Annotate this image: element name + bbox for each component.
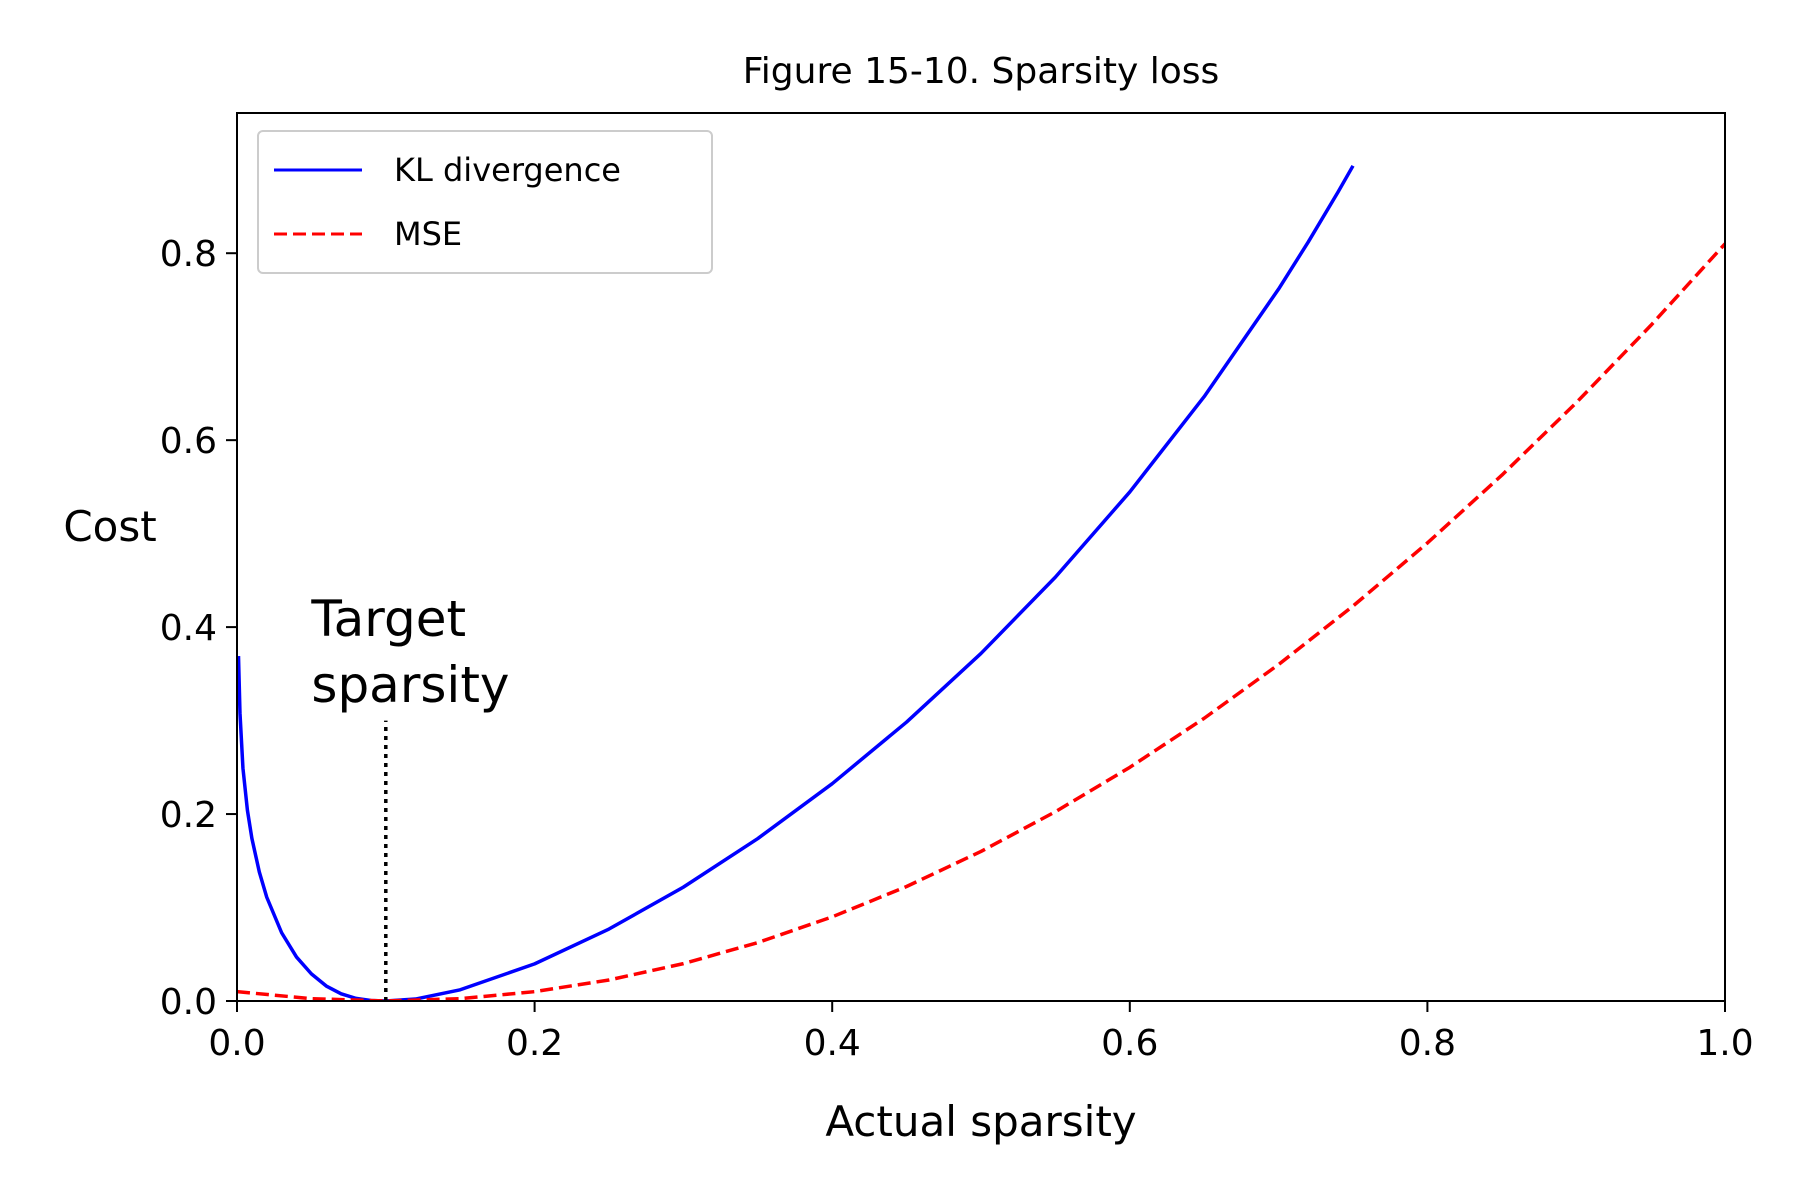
- x-tick-label: 0.2: [506, 1023, 563, 1064]
- plot-frame: [236, 112, 1726, 1002]
- y-tick-label: 0.2: [160, 795, 217, 836]
- legend-label-mse: MSE: [394, 215, 462, 253]
- x-axis-label: Actual sparsity: [825, 1097, 1136, 1146]
- x-axis: 0.0 0.2 0.4 0.6 0.8 1.0: [208, 1001, 1754, 1064]
- series-line-mse: [237, 242, 1725, 1001]
- legend: KL divergence MSE: [257, 130, 713, 274]
- x-tick-label: 0.8: [1399, 1023, 1456, 1064]
- annotation-text: sparsity: [311, 656, 509, 714]
- y-tick-label: 0.8: [160, 234, 217, 275]
- annotation-text: Target: [310, 590, 466, 648]
- legend-label-kl-divergence: KL divergence: [394, 151, 621, 189]
- y-axis-label: Cost: [63, 502, 156, 551]
- legend-box: [257, 130, 713, 274]
- series-layer: [237, 164, 1725, 1001]
- annotation-layer: Target sparsity: [310, 590, 510, 1001]
- x-tick-label: 0.4: [804, 1023, 861, 1064]
- x-tick-label: 0.6: [1101, 1023, 1158, 1064]
- y-tick-label: 0.6: [160, 421, 217, 462]
- y-tick-label: 0.4: [160, 608, 217, 649]
- y-tick-label: 0.0: [160, 982, 217, 1023]
- x-tick-label: 0.0: [208, 1023, 265, 1064]
- chart-title: Figure 15-10. Sparsity loss: [743, 51, 1220, 92]
- y-axis: 0.0 0.2 0.4 0.6 0.8: [160, 234, 237, 1023]
- series-line-kl-divergence: [237, 164, 1355, 1001]
- x-tick-label: 1.0: [1696, 1023, 1753, 1064]
